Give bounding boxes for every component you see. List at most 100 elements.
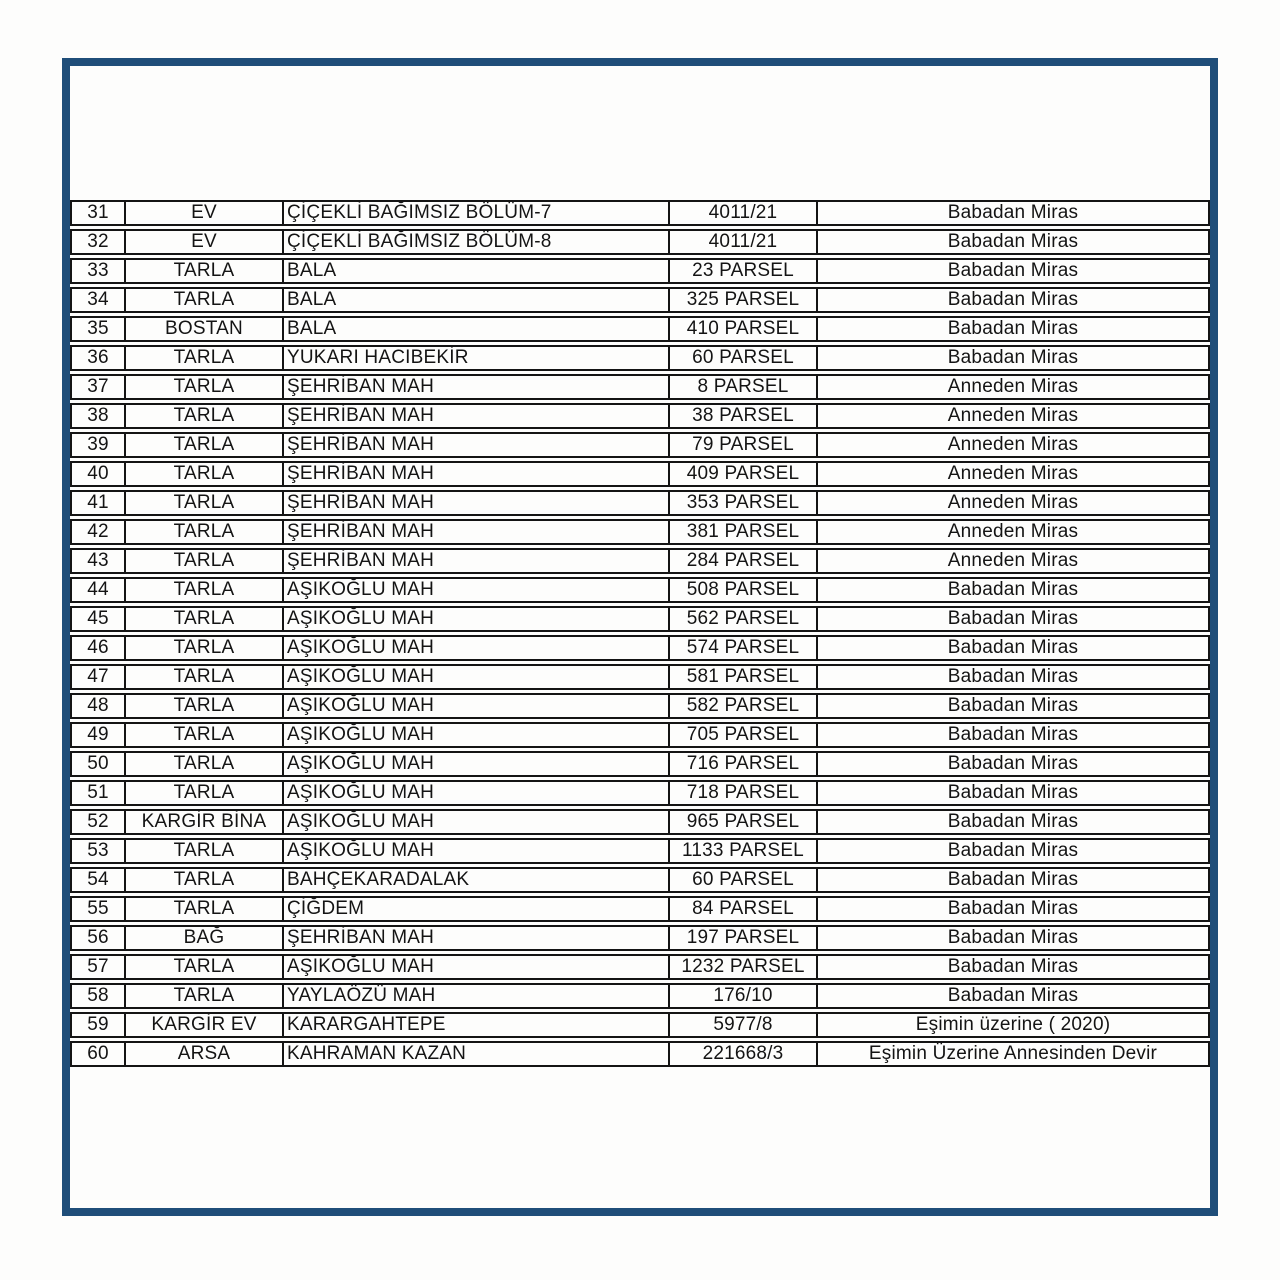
location-cell: ŞEHRİBAN MAH (282, 432, 670, 458)
acquisition-cell: Babadan Miras (816, 896, 1210, 922)
row-number-cell: 32 (70, 229, 126, 255)
table-row: 43 TARLA ŞEHRİBAN MAH 284 PARSEL Anneden Mir… (70, 548, 1210, 574)
parcel-cell: 284 PARSEL (668, 548, 818, 574)
row-number-cell: 45 (70, 606, 126, 632)
location-cell: BALA (282, 287, 670, 313)
parcel-cell: 582 PARSEL (668, 693, 818, 719)
asset-type-cell: TARLA (124, 548, 284, 574)
parcel-cell: 325 PARSEL (668, 287, 818, 313)
table-row: 42 TARLA ŞEHRİBAN MAH 381 PARSEL Anneden Mir… (70, 519, 1210, 545)
location-cell: ŞEHRİBAN MAH (282, 519, 670, 545)
acquisition-cell: Anneden Miras (816, 403, 1210, 429)
table-row: 48 TARLA AŞIKOĞLU MAH 582 PARSEL Babadan Mir… (70, 693, 1210, 719)
acquisition-cell: Babadan Miras (816, 693, 1210, 719)
location-cell: ÇİĞDEM (282, 896, 670, 922)
row-number-cell: 40 (70, 461, 126, 487)
location-cell: ŞEHRİBAN MAH (282, 374, 670, 400)
row-number-cell: 55 (70, 896, 126, 922)
table-row: 45 TARLA AŞIKOĞLU MAH 562 PARSEL Babadan Mir… (70, 606, 1210, 632)
asset-type-cell: TARLA (124, 751, 284, 777)
acquisition-cell: Babadan Miras (816, 577, 1210, 603)
asset-type-cell: TARLA (124, 287, 284, 313)
asset-type-cell: TARLA (124, 519, 284, 545)
asset-type-cell: TARLA (124, 722, 284, 748)
asset-type-cell: EV (124, 229, 284, 255)
location-cell: AŞIKOĞLU MAH (282, 954, 670, 980)
parcel-cell: 409 PARSEL (668, 461, 818, 487)
acquisition-cell: Babadan Miras (816, 635, 1210, 661)
location-cell: ŞEHRİBAN MAH (282, 403, 670, 429)
parcel-cell: 4011/21 (668, 229, 818, 255)
asset-type-cell: BOSTAN (124, 316, 284, 342)
row-number-cell: 51 (70, 780, 126, 806)
location-cell: ÇİÇEKLİ BAĞIMSIZ BÖLÜM-7 (282, 200, 670, 226)
table-row: 46 TARLA AŞIKOĞLU MAH 574 PARSEL Babadan Mir… (70, 635, 1210, 661)
parcel-cell: 4011/21 (668, 200, 818, 226)
location-cell: AŞIKOĞLU MAH (282, 635, 670, 661)
acquisition-cell: Babadan Miras (816, 606, 1210, 632)
asset-type-cell: TARLA (124, 838, 284, 864)
asset-type-cell: TARLA (124, 461, 284, 487)
location-cell: AŞIKOĞLU MAH (282, 809, 670, 835)
parcel-cell: 176/10 (668, 983, 818, 1009)
parcel-cell: 574 PARSEL (668, 635, 818, 661)
parcel-cell: 581 PARSEL (668, 664, 818, 690)
table-row: 36 TARLA YUKARI HACIBEKİR 60 PARSEL Babadan … (70, 345, 1210, 371)
table-row: 55 TARLA ÇİĞDEM 84 PARSEL Babadan Miras (70, 896, 1210, 922)
parcel-cell: 8 PARSEL (668, 374, 818, 400)
asset-type-cell: TARLA (124, 403, 284, 429)
parcel-cell: 197 PARSEL (668, 925, 818, 951)
location-cell: ŞEHRİBAN MAH (282, 490, 670, 516)
location-cell: KARARGAHTEPE (282, 1012, 670, 1038)
row-number-cell: 34 (70, 287, 126, 313)
row-number-cell: 31 (70, 200, 126, 226)
acquisition-cell: Babadan Miras (816, 954, 1210, 980)
table-row: 57 TARLA AŞIKOĞLU MAH 1232 PARSEL Babadan Mi… (70, 954, 1210, 980)
location-cell: ŞEHRİBAN MAH (282, 461, 670, 487)
row-number-cell: 60 (70, 1041, 126, 1067)
acquisition-cell: Babadan Miras (816, 925, 1210, 951)
acquisition-cell: Babadan Miras (816, 838, 1210, 864)
location-cell: AŞIKOĞLU MAH (282, 780, 670, 806)
table-row: 54 TARLA BAHÇEKARADALAK 60 PARSEL Babadan Mi… (70, 867, 1210, 893)
table-row: 47 TARLA AŞIKOĞLU MAH 581 PARSEL Babadan Mir… (70, 664, 1210, 690)
table-row: 59 KARGİR EV KARARGAHTEPE 5977/8 Eşimin üzer… (70, 1012, 1210, 1038)
acquisition-cell: Babadan Miras (816, 200, 1210, 226)
asset-type-cell: TARLA (124, 490, 284, 516)
row-number-cell: 36 (70, 345, 126, 371)
row-number-cell: 43 (70, 548, 126, 574)
location-cell: ÇİÇEKLİ BAĞIMSIZ BÖLÜM-8 (282, 229, 670, 255)
asset-type-cell: TARLA (124, 954, 284, 980)
acquisition-cell: Anneden Miras (816, 548, 1210, 574)
asset-type-cell: TARLA (124, 635, 284, 661)
location-cell: AŞIKOĞLU MAH (282, 751, 670, 777)
asset-type-cell: TARLA (124, 983, 284, 1009)
table-row: 38 TARLA ŞEHRİBAN MAH 38 PARSEL Anneden Mira… (70, 403, 1210, 429)
acquisition-cell: Babadan Miras (816, 287, 1210, 313)
parcel-cell: 705 PARSEL (668, 722, 818, 748)
row-number-cell: 47 (70, 664, 126, 690)
row-number-cell: 54 (70, 867, 126, 893)
table-row: 53 TARLA AŞIKOĞLU MAH 1133 PARSEL Babadan Mi… (70, 838, 1210, 864)
row-number-cell: 53 (70, 838, 126, 864)
row-number-cell: 56 (70, 925, 126, 951)
location-cell: AŞIKOĞLU MAH (282, 838, 670, 864)
parcel-cell: 1232 PARSEL (668, 954, 818, 980)
table-row: 34 TARLA BALA 325 PARSEL Babadan Miras (70, 287, 1210, 313)
acquisition-cell: Anneden Miras (816, 374, 1210, 400)
parcel-cell: 79 PARSEL (668, 432, 818, 458)
asset-type-cell: TARLA (124, 780, 284, 806)
acquisition-cell: Babadan Miras (816, 867, 1210, 893)
table-row: 35 BOSTAN BALA 410 PARSEL Babadan Miras (70, 316, 1210, 342)
location-cell: AŞIKOĞLU MAH (282, 606, 670, 632)
row-number-cell: 38 (70, 403, 126, 429)
asset-type-cell: EV (124, 200, 284, 226)
row-number-cell: 42 (70, 519, 126, 545)
parcel-cell: 60 PARSEL (668, 867, 818, 893)
table-row: 41 TARLA ŞEHRİBAN MAH 353 PARSEL Anneden Mir… (70, 490, 1210, 516)
acquisition-cell: Babadan Miras (816, 809, 1210, 835)
location-cell: BAHÇEKARADALAK (282, 867, 670, 893)
asset-type-cell: KARGİR EV (124, 1012, 284, 1038)
parcel-cell: 562 PARSEL (668, 606, 818, 632)
acquisition-cell: Babadan Miras (816, 345, 1210, 371)
